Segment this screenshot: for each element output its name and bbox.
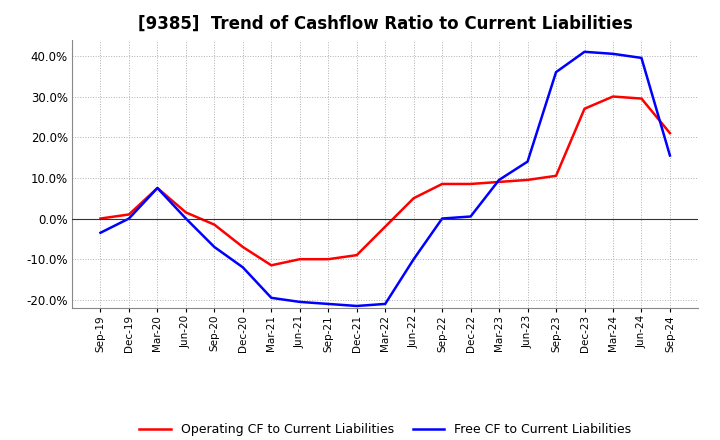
Free CF to Current Liabilities	[410, 257, 418, 262]
Free CF to Current Liabilities	[665, 153, 674, 158]
Operating CF to Current Liabilities	[267, 263, 276, 268]
Free CF to Current Liabilities	[381, 301, 390, 307]
Free CF to Current Liabilities	[637, 55, 646, 61]
Free CF to Current Liabilities	[608, 51, 617, 56]
Free CF to Current Liabilities	[153, 185, 162, 191]
Free CF to Current Liabilities	[210, 244, 219, 249]
Operating CF to Current Liabilities	[467, 181, 475, 187]
Operating CF to Current Liabilities	[552, 173, 560, 179]
Operating CF to Current Liabilities	[495, 179, 503, 184]
Operating CF to Current Liabilities	[580, 106, 589, 111]
Operating CF to Current Liabilities	[381, 224, 390, 229]
Operating CF to Current Liabilities	[295, 257, 304, 262]
Operating CF to Current Liabilities	[352, 253, 361, 258]
Free CF to Current Liabilities	[523, 159, 532, 164]
Line: Free CF to Current Liabilities: Free CF to Current Liabilities	[101, 52, 670, 306]
Operating CF to Current Liabilities	[181, 210, 190, 215]
Operating CF to Current Liabilities	[125, 212, 133, 217]
Free CF to Current Liabilities	[295, 299, 304, 304]
Title: [9385]  Trend of Cashflow Ratio to Current Liabilities: [9385] Trend of Cashflow Ratio to Curren…	[138, 15, 633, 33]
Free CF to Current Liabilities	[352, 303, 361, 308]
Operating CF to Current Liabilities	[324, 257, 333, 262]
Operating CF to Current Liabilities	[637, 96, 646, 101]
Free CF to Current Liabilities	[267, 295, 276, 301]
Free CF to Current Liabilities	[580, 49, 589, 55]
Operating CF to Current Liabilities	[153, 185, 162, 191]
Free CF to Current Liabilities	[181, 216, 190, 221]
Free CF to Current Liabilities	[552, 70, 560, 75]
Operating CF to Current Liabilities	[665, 131, 674, 136]
Operating CF to Current Liabilities	[438, 181, 446, 187]
Free CF to Current Liabilities	[324, 301, 333, 307]
Operating CF to Current Liabilities	[96, 216, 105, 221]
Operating CF to Current Liabilities	[210, 222, 219, 227]
Operating CF to Current Liabilities	[410, 195, 418, 201]
Operating CF to Current Liabilities	[608, 94, 617, 99]
Legend: Operating CF to Current Liabilities, Free CF to Current Liabilities: Operating CF to Current Liabilities, Fre…	[135, 418, 636, 440]
Line: Operating CF to Current Liabilities: Operating CF to Current Liabilities	[101, 96, 670, 265]
Free CF to Current Liabilities	[438, 216, 446, 221]
Operating CF to Current Liabilities	[523, 177, 532, 183]
Operating CF to Current Liabilities	[238, 244, 247, 249]
Free CF to Current Liabilities	[495, 177, 503, 183]
Free CF to Current Liabilities	[467, 214, 475, 219]
Free CF to Current Liabilities	[125, 216, 133, 221]
Free CF to Current Liabilities	[96, 230, 105, 235]
Free CF to Current Liabilities	[238, 265, 247, 270]
